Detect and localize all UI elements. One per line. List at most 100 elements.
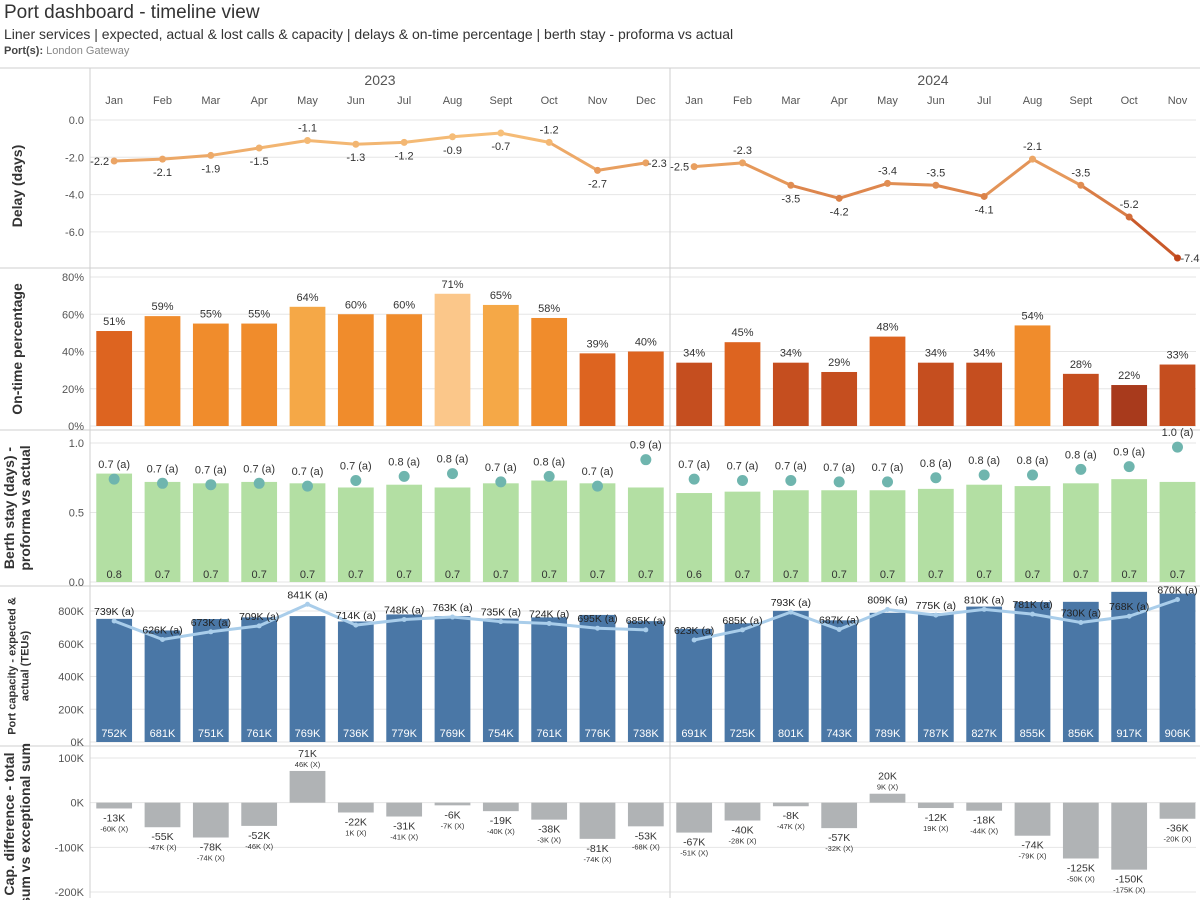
berth-actual-dot — [447, 468, 458, 480]
ontime-data-label: 34% — [925, 348, 947, 360]
y-tick-label: 100K — [58, 753, 84, 765]
ontime-bar — [627, 351, 664, 426]
ontime-bar — [966, 362, 1003, 426]
berth-proforma-label: 0.7 — [300, 569, 315, 581]
ontime-bar — [531, 317, 568, 426]
capacity-expected-bar — [386, 614, 423, 742]
capacity-actual-point — [401, 617, 407, 623]
berth-actual-dot — [785, 475, 797, 487]
y-tick-label: 200K — [58, 704, 84, 716]
capacity-expected-label: 917K — [1116, 728, 1142, 740]
difference-sub-label: -7K (X) — [441, 821, 465, 830]
delay-data-label: -2.7 — [588, 178, 607, 190]
ontime-bar — [386, 314, 423, 426]
difference-sub-label: -20K (X) — [1164, 835, 1192, 844]
berth-proforma-label: 0.7 — [203, 569, 218, 581]
delay-point — [739, 159, 746, 167]
y-tick-label: 800K — [58, 606, 84, 618]
difference-bar — [917, 802, 954, 809]
delay-point — [1125, 213, 1133, 221]
ontime-bar — [917, 362, 954, 426]
berth-actual-dot — [1123, 461, 1135, 473]
berth-actual-dot — [205, 479, 217, 491]
berth-proforma-label: 0.7 — [397, 569, 412, 581]
berth-actual-dot — [350, 475, 362, 487]
y-tick-label: 0.0 — [69, 115, 84, 127]
capacity-expected-label: 856K — [1068, 728, 1094, 740]
y-axis-title: Delay (days) — [9, 145, 25, 227]
delay-point — [835, 194, 843, 202]
difference-sub-label: -79K (X) — [1019, 852, 1047, 861]
berth-proforma-label: 0.7 — [735, 569, 750, 581]
capacity-expected-label: 681K — [150, 728, 176, 740]
capacity-actual-point — [981, 606, 987, 612]
delay-point — [787, 181, 795, 189]
berth-actual-dot — [398, 470, 410, 482]
month-label: Jun — [347, 95, 365, 107]
month-label: May — [297, 95, 318, 107]
berth-actual-label: 0.8 (a) — [533, 456, 565, 468]
capacity-expected-bar — [1062, 601, 1099, 742]
ontime-data-label: 45% — [731, 327, 753, 339]
berth-actual-label: 0.7 (a) — [678, 459, 710, 471]
capacity-expected-bar — [917, 613, 954, 742]
berth-proforma-bar — [627, 487, 664, 582]
capacity-expected-label: 691K — [681, 728, 707, 740]
ontime-bar — [1062, 373, 1099, 426]
ontime-data-label: 65% — [490, 290, 512, 302]
berth-proforma-label: 0.7 — [493, 569, 508, 581]
ontime-data-label: 29% — [828, 357, 850, 369]
difference-bar — [337, 802, 374, 813]
port-filter-value[interactable]: London Gateway — [46, 45, 130, 57]
delay-data-label: -2.3 — [733, 145, 752, 157]
difference-bar — [724, 802, 761, 821]
ontime-data-label: 39% — [586, 338, 608, 350]
delay-line-segment — [306, 139, 358, 146]
ontime-data-label: 40% — [635, 337, 657, 349]
berth-actual-label: 0.7 (a) — [485, 462, 517, 474]
berth-proforma-label: 0.8 — [107, 569, 122, 581]
capacity-expected-bar — [821, 620, 858, 742]
delay-point — [594, 166, 601, 174]
month-label: Apr — [251, 95, 268, 107]
y-tick-label: 0.5 — [69, 508, 84, 520]
berth-proforma-bar — [869, 490, 906, 582]
month-label: May — [877, 95, 898, 107]
ontime-data-label: 34% — [973, 348, 995, 360]
y-tick-label: -2.0 — [65, 152, 84, 164]
delay-data-label: -1.3 — [346, 152, 365, 164]
capacity-expected-label: 738K — [633, 728, 659, 740]
berth-proforma-bar — [1014, 486, 1051, 582]
delay-data-label: -3.5 — [926, 167, 945, 179]
month-label: Feb — [153, 95, 172, 107]
ontime-data-label: 33% — [1166, 350, 1188, 362]
delay-data-label: -4.1 — [975, 204, 994, 216]
capacity-expected-bar — [337, 621, 374, 742]
ontime-data-label: 55% — [248, 309, 270, 321]
y-tick-label: 0K — [71, 737, 85, 749]
difference-sub-label: -47K (X) — [777, 822, 805, 831]
ontime-data-label: 51% — [103, 316, 125, 328]
berth-proforma-bar — [434, 487, 471, 582]
capacity-expected-label: 752K — [101, 728, 127, 740]
delay-point — [1174, 254, 1181, 262]
capacity-actual-point — [788, 609, 794, 615]
delay-data-label: -5.2 — [1120, 199, 1139, 211]
difference-data-label: -13K — [103, 812, 125, 824]
capacity-actual-label: 623K (a) — [674, 625, 714, 637]
month-label: Oct — [1121, 95, 1138, 107]
capacity-actual-label: 781K (a) — [1012, 599, 1052, 611]
berth-proforma-label: 0.6 — [687, 569, 702, 581]
berth-proforma-label: 0.7 — [783, 569, 798, 581]
berth-proforma-bar — [1062, 483, 1099, 582]
berth-proforma-label: 0.7 — [880, 569, 895, 581]
difference-bar — [386, 802, 423, 817]
berth-proforma-label: 0.7 — [590, 569, 605, 581]
delay-point — [207, 151, 215, 159]
difference-sub-label: 46K (X) — [295, 760, 321, 769]
delay-data-label: -1.9 — [201, 163, 220, 175]
berth-actual-label: 0.8 (a) — [388, 456, 420, 468]
berth-actual-dot — [930, 472, 942, 484]
ontime-data-label: 54% — [1021, 310, 1043, 322]
berth-actual-dot — [737, 475, 748, 487]
